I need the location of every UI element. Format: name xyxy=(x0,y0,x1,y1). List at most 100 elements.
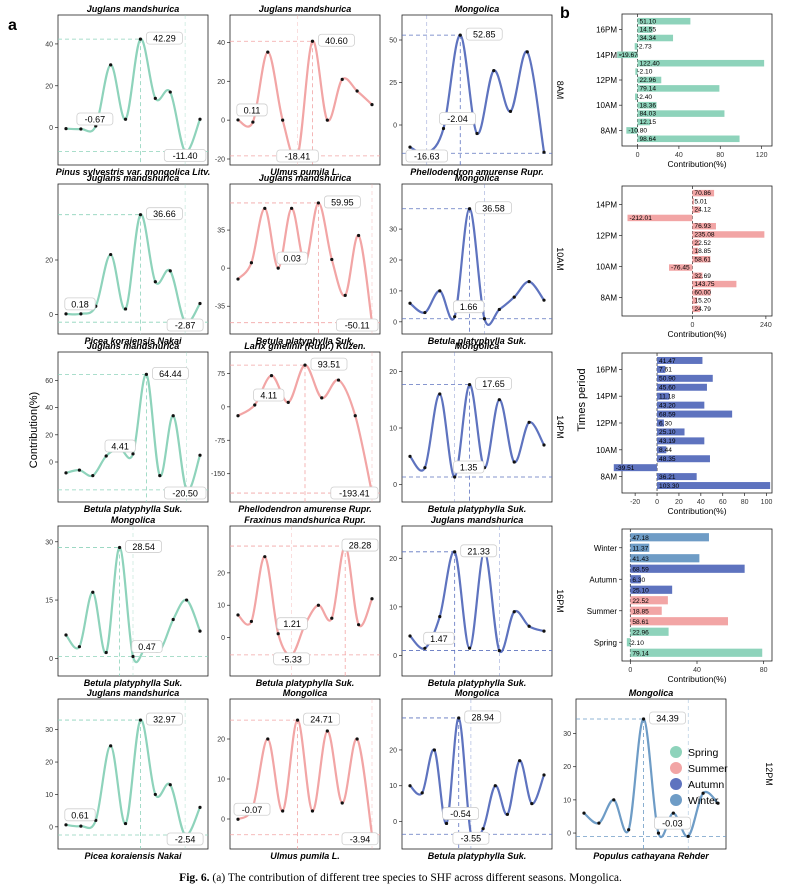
bar-value-label: 58.61 xyxy=(694,256,711,263)
x-tick-label: 80 xyxy=(741,499,749,506)
line-chart-2-1: Larix gmelinii (Rupr.) Kuzen. Phellodendr… xyxy=(211,341,381,514)
data-point xyxy=(276,266,280,270)
other-value-label: -0.67 xyxy=(85,115,106,125)
data-point xyxy=(505,812,510,816)
bar-value-label: -2.40 xyxy=(637,94,652,101)
line-chart-0-2: Mongolica Phellodendron amurense Rupr. 0 25… xyxy=(389,4,553,177)
max-value-label-box xyxy=(318,33,355,47)
series-line xyxy=(64,373,202,492)
species-label: Phellodendron amurense Rupr. xyxy=(410,167,544,177)
data-point xyxy=(198,629,202,633)
chart-title: Juglans mandshurica xyxy=(87,173,180,183)
category-label: 8AM xyxy=(601,126,618,135)
data-point xyxy=(310,809,315,813)
series-line xyxy=(236,719,374,836)
bar-frame xyxy=(621,352,773,494)
max-value-label: 28.28 xyxy=(349,541,372,551)
data-point xyxy=(263,206,267,210)
data-point xyxy=(497,398,501,402)
y-tick-label: 0 xyxy=(221,404,225,411)
bar xyxy=(637,110,725,117)
data-point xyxy=(185,598,189,602)
data-point xyxy=(408,454,412,458)
data-point xyxy=(236,277,240,281)
bar xyxy=(657,419,664,427)
data-point xyxy=(453,315,457,319)
x-tick-label: 120 xyxy=(756,152,768,159)
data-point xyxy=(171,617,175,622)
y-tick-label: 0 xyxy=(221,817,225,824)
max-value-label-box xyxy=(151,366,189,380)
y-tick-label: 0 xyxy=(221,118,225,125)
data-point xyxy=(716,801,720,805)
bar xyxy=(692,305,700,313)
data-point xyxy=(597,821,601,825)
bar-value-label: 98.64 xyxy=(640,136,657,143)
species-label: Betula platyphylla Suk. xyxy=(428,504,527,514)
row-label-12PM: 12PM xyxy=(764,762,774,786)
data-point xyxy=(355,89,359,93)
bar xyxy=(630,564,745,573)
y-tick-label: 35 xyxy=(217,228,225,235)
bar xyxy=(657,401,705,409)
data-point xyxy=(104,454,108,458)
data-point xyxy=(109,252,113,257)
bar xyxy=(637,34,674,42)
species-label: Picea koraiensis Nakai xyxy=(84,851,182,861)
other-value-label: 0.47 xyxy=(138,642,156,652)
min-value-label: -50.11 xyxy=(345,321,370,331)
bar-value-label: 41.47 xyxy=(659,358,676,365)
data-point xyxy=(249,261,253,265)
other-value-label-box xyxy=(76,112,114,126)
y-tick-label: 0 xyxy=(49,460,53,467)
data-point xyxy=(153,280,157,284)
bar xyxy=(630,543,650,552)
line-chart-0-0: Juglans mandshurica Pinus sylvestris var.… xyxy=(45,4,210,177)
x-tick-label: 40 xyxy=(675,152,683,159)
bar xyxy=(669,264,693,271)
data-point xyxy=(527,280,531,284)
data-point xyxy=(64,633,68,637)
species-label: Betula platyphylla Suk. xyxy=(84,504,183,514)
data-point xyxy=(251,120,255,124)
y-tick-label: 0 xyxy=(567,831,571,838)
species-label: Betula platyphylla Suk. xyxy=(84,678,183,688)
y-tick-label: 0 xyxy=(49,824,53,831)
data-point xyxy=(123,117,128,121)
bar-value-label: 8.44 xyxy=(659,447,672,454)
y-tick-label: 30 xyxy=(389,227,397,234)
bar-value-label: 50.90 xyxy=(659,376,676,383)
min-value-label: -18.41 xyxy=(285,152,311,162)
bar-value-label: 22.52 xyxy=(632,598,649,605)
other-value-label-box xyxy=(233,802,271,816)
bar xyxy=(692,189,715,197)
data-point xyxy=(656,831,661,835)
series-line xyxy=(64,38,202,153)
min-value-label-box xyxy=(166,832,204,846)
line-chart-1-1: Juglans mandshurica Betula platyphylla Su… xyxy=(215,173,381,346)
data-point xyxy=(144,372,148,376)
y-tick-label: 20 xyxy=(217,79,225,86)
bar-value-label: 51.10 xyxy=(640,18,657,25)
bar-value-label: -76.45 xyxy=(671,265,690,272)
data-point xyxy=(131,654,135,659)
bar-value-label: 18.85 xyxy=(632,609,649,616)
chart-title: Juglans mandshurica xyxy=(87,688,180,698)
data-point xyxy=(481,827,485,831)
x-tick-label: 240 xyxy=(760,322,772,329)
bar-value-label: 60.00 xyxy=(694,289,711,296)
line-chart-4-0: Juglans mandshurica Picea koraiensis Naka… xyxy=(45,688,209,861)
max-value-label-box xyxy=(460,544,498,558)
bar-value-label: 12.15 xyxy=(640,119,657,126)
min-value-label-box xyxy=(273,652,311,666)
row-label-10AM: 10AM xyxy=(555,247,565,271)
line-chart-2-0: Juglans mandshurica Betula platyphylla Su… xyxy=(45,341,209,514)
max-value-label-box xyxy=(303,712,340,726)
panel-b-label: b xyxy=(560,5,570,22)
legend-swatch-winter xyxy=(670,794,682,806)
category-label: 10AM xyxy=(596,446,617,455)
species-label: Phellodendron amurense Rupr. xyxy=(238,504,372,514)
category-label: 12PM xyxy=(596,232,617,241)
species-label: Ulmus pumila L. xyxy=(270,851,340,861)
